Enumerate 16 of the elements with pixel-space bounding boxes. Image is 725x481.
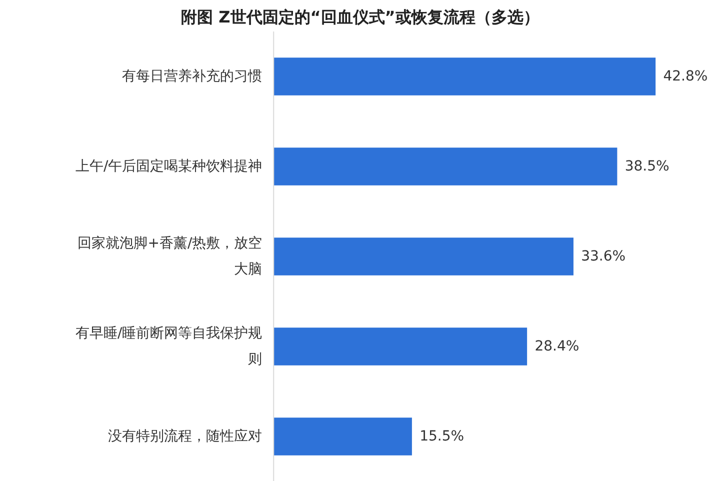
data-label: 15.5%	[420, 428, 464, 444]
bar	[274, 418, 412, 456]
data-label: 33.6%	[581, 248, 626, 264]
y-tick-label: 有早睡/睡前断网等自我保护规则	[75, 326, 262, 368]
data-label: 42.8%	[663, 68, 708, 84]
chart-title: 附图 Z世代固定的“回血仪式”或恢复流程（多选）	[181, 8, 540, 26]
bar	[274, 58, 656, 96]
bar	[274, 148, 618, 186]
y-tick-label: 有每日营养补充的习惯	[122, 68, 262, 84]
y-tick-label: 回家就泡脚+香薰/热敷，放空大脑	[78, 236, 262, 278]
y-tick-label: 没有特别流程，随性应对	[108, 428, 262, 444]
y-tick-label: 上午/午后固定喝某种饮料提神	[75, 158, 262, 174]
bar	[274, 328, 528, 366]
data-label: 28.4%	[534, 338, 580, 354]
data-label: 38.5%	[624, 158, 670, 174]
bar	[274, 238, 574, 276]
